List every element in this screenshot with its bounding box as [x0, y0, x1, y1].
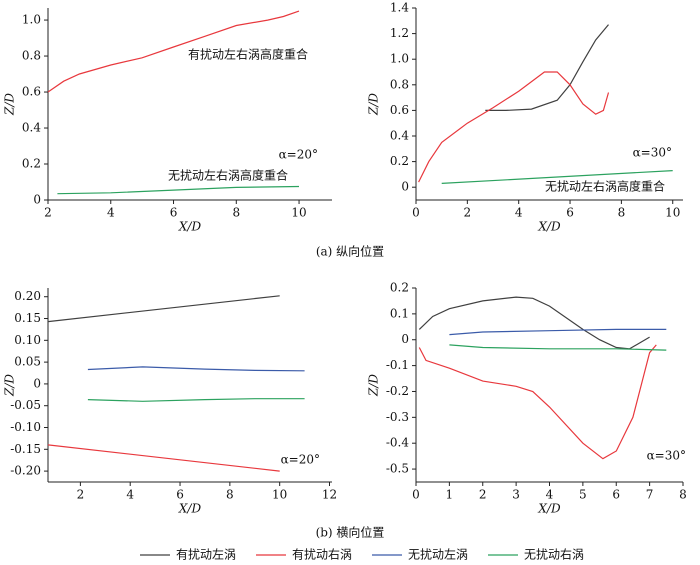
y-axis-label: Z/D: [3, 374, 17, 397]
x-tick-label: 0: [412, 206, 420, 220]
x-tick-label: 1: [446, 488, 454, 502]
y-tick-label: 0.4: [390, 129, 409, 143]
annotation: 无扰动左右涡高度重合: [545, 179, 665, 194]
y-tick-label: 0: [33, 193, 41, 207]
x-axis-label: X/D: [537, 502, 561, 516]
annotation: 有扰动左右涡高度重合: [188, 47, 308, 62]
line-series: [47, 444, 280, 472]
x-tick-label: 12: [322, 488, 337, 502]
y-axis-label: Z/D: [367, 93, 381, 116]
x-tick-label: 8: [679, 488, 687, 502]
y-tick-label: 1.0: [22, 13, 41, 27]
x-tick-label: 6: [176, 488, 184, 502]
x-axis-label: X/D: [178, 502, 202, 516]
line-series: [449, 328, 667, 336]
line-series: [87, 366, 305, 372]
x-tick-label: 3: [512, 488, 520, 502]
y-tick-label: 0: [401, 180, 409, 194]
legend-label: 无扰动右涡: [524, 547, 584, 562]
y-tick-label: 0.6: [22, 85, 41, 99]
y-tick-label: -0.1: [386, 358, 409, 372]
annotation: 无扰动左右涡高度重合: [168, 168, 288, 183]
x-tick-label: 6: [612, 488, 620, 502]
line-series: [418, 71, 610, 183]
annotation: α=20°: [279, 148, 318, 162]
legend-label: 有扰动左涡: [176, 547, 236, 562]
y-tick-label: 0.2: [22, 157, 41, 171]
x-tick-label: 8: [618, 206, 626, 220]
y-tick-label: 0.2: [390, 154, 409, 168]
y-tick-label: -0.4: [386, 436, 410, 450]
annotation: α=20°: [281, 453, 320, 467]
y-tick-label: 1.0: [390, 52, 409, 66]
line-series: [57, 185, 300, 195]
y-tick-label: -0.05: [10, 398, 41, 412]
x-tick-label: 6: [566, 206, 574, 220]
y-tick-label: -0.5: [386, 462, 409, 476]
x-tick-label: 4: [515, 206, 523, 220]
caption: (a) 纵向位置: [316, 244, 384, 259]
x-tick-label: 4: [126, 488, 134, 502]
y-tick-label: -0.20: [10, 464, 41, 478]
y-tick-label: 0.15: [14, 311, 41, 325]
x-tick-label: 7: [646, 488, 654, 502]
y-tick-label: -0.10: [10, 420, 41, 434]
x-axis-label: X/D: [178, 220, 202, 234]
x-tick-label: 5: [579, 488, 587, 502]
y-tick-label: -0.15: [10, 442, 41, 456]
caption: (b) 横向位置: [316, 525, 385, 540]
y-tick-label: 0.1: [390, 306, 409, 320]
x-tick-label: 10: [665, 206, 680, 220]
annotation: α=30°: [647, 449, 686, 463]
line-series: [449, 344, 667, 351]
y-tick-label: -0.2: [386, 384, 409, 398]
line-series: [418, 296, 650, 350]
x-tick-label: 10: [272, 488, 287, 502]
x-axis-label: X/D: [537, 220, 561, 234]
line-series: [87, 398, 305, 402]
x-tick-label: 10: [291, 206, 306, 220]
annotation: α=30°: [633, 146, 672, 160]
line-series: [418, 344, 657, 460]
x-tick-label: 2: [464, 206, 472, 220]
x-tick-label: 8: [226, 488, 234, 502]
y-tick-label: 0.8: [22, 49, 41, 63]
legend-label: 有扰动右涡: [292, 547, 352, 562]
line-series: [47, 10, 300, 93]
x-tick-label: 2: [77, 488, 85, 502]
line-series: [47, 295, 280, 323]
y-axis-label: Z/D: [367, 374, 381, 397]
y-axis-label: Z/D: [3, 93, 17, 116]
y-tick-label: 0.20: [14, 289, 41, 303]
legend-label: 无扰动左涡: [408, 547, 468, 562]
y-tick-label: 0.8: [390, 77, 409, 91]
y-tick-label: 0.2: [390, 281, 409, 295]
x-tick-label: 6: [170, 206, 178, 220]
x-tick-label: 4: [546, 488, 554, 502]
x-tick-label: 0: [412, 488, 420, 502]
x-tick-label: 2: [44, 206, 52, 220]
x-tick-label: 4: [107, 206, 115, 220]
line-series: [441, 170, 673, 184]
y-tick-label: 0.6: [390, 103, 409, 117]
y-tick-label: 1.4: [390, 1, 409, 15]
line-series: [485, 24, 609, 111]
y-tick-label: -0.3: [386, 410, 409, 424]
y-tick-label: 0.4: [22, 121, 41, 135]
y-tick-label: 1.2: [390, 26, 409, 40]
y-tick-label: 0: [401, 332, 409, 346]
x-tick-label: 8: [232, 206, 240, 220]
y-tick-label: 0.05: [14, 355, 41, 369]
x-tick-label: 2: [479, 488, 487, 502]
y-tick-label: 0: [33, 376, 41, 390]
y-tick-label: 0.10: [14, 333, 41, 347]
